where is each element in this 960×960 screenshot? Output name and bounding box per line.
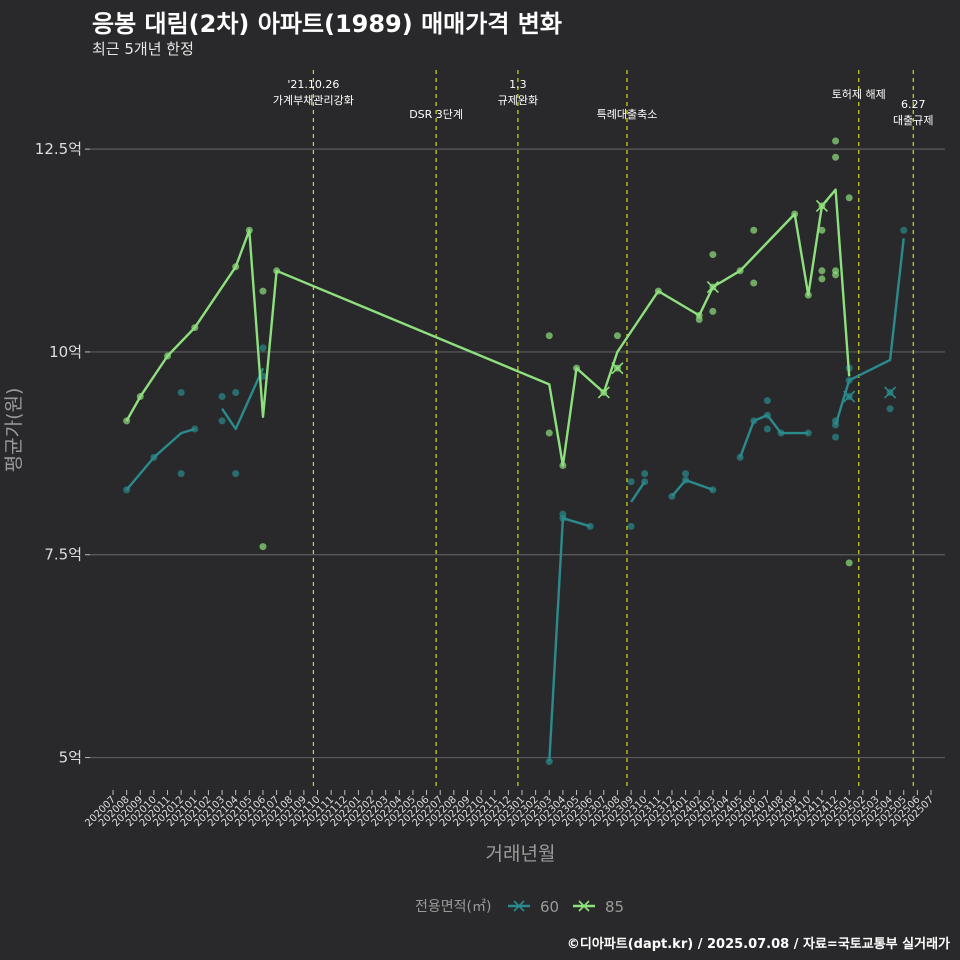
point-85 — [695, 315, 703, 323]
event-label: 1.3 — [509, 78, 527, 91]
line-series-60 — [834, 238, 905, 426]
point-60 — [218, 417, 226, 425]
chart-subtitle: 최근 5개년 한정 — [92, 40, 194, 58]
y-axis-title: 평균가(원) — [3, 388, 25, 473]
cross-marker-85 — [706, 280, 719, 294]
point-85 — [845, 194, 853, 202]
cross-marker-85 — [597, 386, 610, 399]
point-60 — [177, 470, 185, 478]
point-85 — [750, 226, 758, 234]
point-85 — [818, 275, 826, 283]
point-60 — [832, 433, 840, 441]
cross-marker-60 — [843, 390, 856, 403]
event-label: DSR 3단계 — [409, 108, 463, 121]
event-label: 토허제 해제 — [832, 87, 886, 101]
source-caption: ©디아파트(dapt.kr) / 2025.07.08 / 자료=국토교통부 실… — [566, 937, 950, 952]
point-60 — [627, 478, 635, 486]
y-tick-label: 7.5억 — [44, 546, 82, 564]
point-85 — [259, 287, 267, 295]
point-85 — [709, 307, 717, 315]
point-85 — [259, 543, 267, 551]
cross-marker-85 — [815, 199, 828, 212]
cross-marker-60 — [884, 386, 897, 399]
point-85 — [832, 137, 840, 145]
point-60 — [177, 388, 185, 396]
point-60 — [259, 344, 267, 352]
point-85 — [818, 267, 826, 275]
point-85 — [709, 251, 717, 259]
point-60 — [763, 425, 771, 433]
point-85 — [845, 559, 853, 567]
line-series-60 — [125, 427, 196, 491]
point-85 — [832, 153, 840, 161]
event-label: 6.27 — [901, 98, 926, 111]
legend-key-cross-85 — [578, 900, 590, 912]
axis-layer: 5억7.5억10억12.5억20200720200820200920201020… — [3, 140, 936, 865]
legend-label-85: 85 — [605, 898, 624, 916]
event-label: '21.10.26 — [287, 78, 339, 91]
line-series-85 — [125, 188, 851, 467]
point-85 — [750, 279, 758, 287]
point-85 — [818, 226, 826, 234]
event-label: 규제완화 — [498, 94, 538, 107]
point-60 — [900, 226, 908, 234]
point-60 — [232, 470, 240, 478]
line-series-60 — [671, 478, 714, 498]
point-60 — [682, 470, 690, 478]
legend-label-60: 60 — [540, 898, 559, 916]
event-label: 대출규제 — [893, 114, 933, 127]
point-60 — [627, 522, 635, 530]
line-series-60 — [221, 367, 265, 431]
point-60 — [641, 470, 649, 478]
point-85 — [545, 332, 553, 340]
event-label: 특례대출축소 — [597, 108, 658, 121]
chart-title: 응봉 대림(2차) 아파트(1989) 매매가격 변화 — [92, 10, 562, 38]
x-axis-title: 거래년월 — [486, 843, 556, 865]
line-series-60 — [630, 481, 646, 503]
point-60 — [218, 393, 226, 401]
point-60 — [232, 388, 240, 396]
point-60 — [763, 397, 771, 405]
legend-key-cross-60 — [513, 900, 525, 912]
line-series-60 — [738, 414, 809, 458]
legend: 전용면적(㎡) 60 85 — [415, 898, 624, 916]
legend-title: 전용면적(㎡) — [415, 899, 491, 915]
y-tick-label: 10억 — [49, 343, 82, 361]
point-60 — [545, 758, 553, 766]
point-85 — [545, 429, 553, 437]
y-tick-label: 12.5억 — [35, 140, 82, 158]
event-label: 가계부채관리강화 — [273, 94, 354, 107]
series-layer — [123, 137, 908, 766]
cross-marker-85 — [611, 362, 624, 375]
point-60 — [886, 405, 894, 413]
y-tick-label: 5억 — [59, 749, 82, 767]
point-85 — [613, 332, 621, 340]
point-85 — [832, 271, 840, 279]
line-series-60 — [548, 517, 591, 762]
